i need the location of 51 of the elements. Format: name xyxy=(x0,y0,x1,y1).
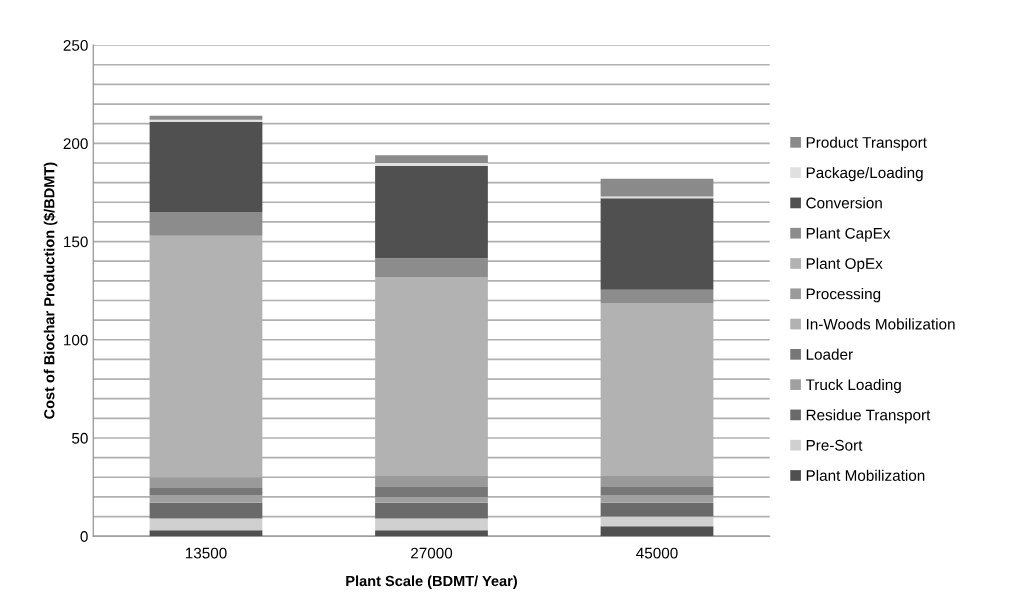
y-axis-title: Cost of Biochar Production ($/BDMT) xyxy=(43,162,58,419)
bar xyxy=(600,475,714,488)
legend-label: Pre-Sort xyxy=(806,439,863,451)
y-tick-label: 150 xyxy=(64,236,88,248)
bar xyxy=(149,115,263,120)
bar xyxy=(600,516,714,527)
bar xyxy=(375,518,488,531)
legend-label: Plant Mobilization xyxy=(806,469,925,481)
bar xyxy=(149,212,263,236)
legend-label: Processing xyxy=(806,288,881,303)
bar xyxy=(600,526,714,537)
bar xyxy=(149,121,263,213)
bar xyxy=(600,198,714,290)
bar xyxy=(149,530,263,537)
x-tick-label: 27000 xyxy=(411,547,453,559)
bar xyxy=(375,487,488,497)
legend-label: Product Transport xyxy=(806,136,927,151)
x-axis-title: Plant Scale (BDMT/ Year) xyxy=(346,575,517,590)
bar xyxy=(600,494,714,503)
y-tick-label: 50 xyxy=(72,432,88,444)
legend-label: In-Woods Mobilization xyxy=(806,318,955,330)
bar xyxy=(600,502,714,517)
bar xyxy=(149,477,263,489)
legend-label: Residue Transport xyxy=(806,409,931,424)
legend-label: Truck Loading xyxy=(805,378,901,394)
bar xyxy=(149,488,263,495)
bar xyxy=(375,165,488,259)
bar xyxy=(375,502,488,519)
legend-label: Conversion xyxy=(806,197,882,209)
y-tick-label: 100 xyxy=(64,334,88,346)
bar xyxy=(600,178,714,197)
bar xyxy=(600,289,714,304)
bar xyxy=(149,494,263,503)
legend-label: Plant OpEx xyxy=(806,257,883,272)
y-tick-label: 250 xyxy=(63,40,88,51)
bar xyxy=(375,162,488,166)
bar xyxy=(149,518,263,531)
bar xyxy=(375,530,488,537)
bar xyxy=(375,475,488,488)
bar xyxy=(375,496,488,503)
bar xyxy=(375,155,488,163)
x-tick-label: 13500 xyxy=(185,547,227,559)
x-tick-label: 45000 xyxy=(636,547,678,559)
bar xyxy=(600,487,714,495)
y-tick-label: 200 xyxy=(63,138,88,150)
bar xyxy=(375,258,488,277)
legend-label: Plant CapEx xyxy=(806,227,891,242)
legend-label: Loader xyxy=(806,348,853,360)
bar xyxy=(149,502,263,519)
y-tick-label: 0 xyxy=(80,531,88,542)
legend-label: Package/Loading xyxy=(806,166,923,182)
